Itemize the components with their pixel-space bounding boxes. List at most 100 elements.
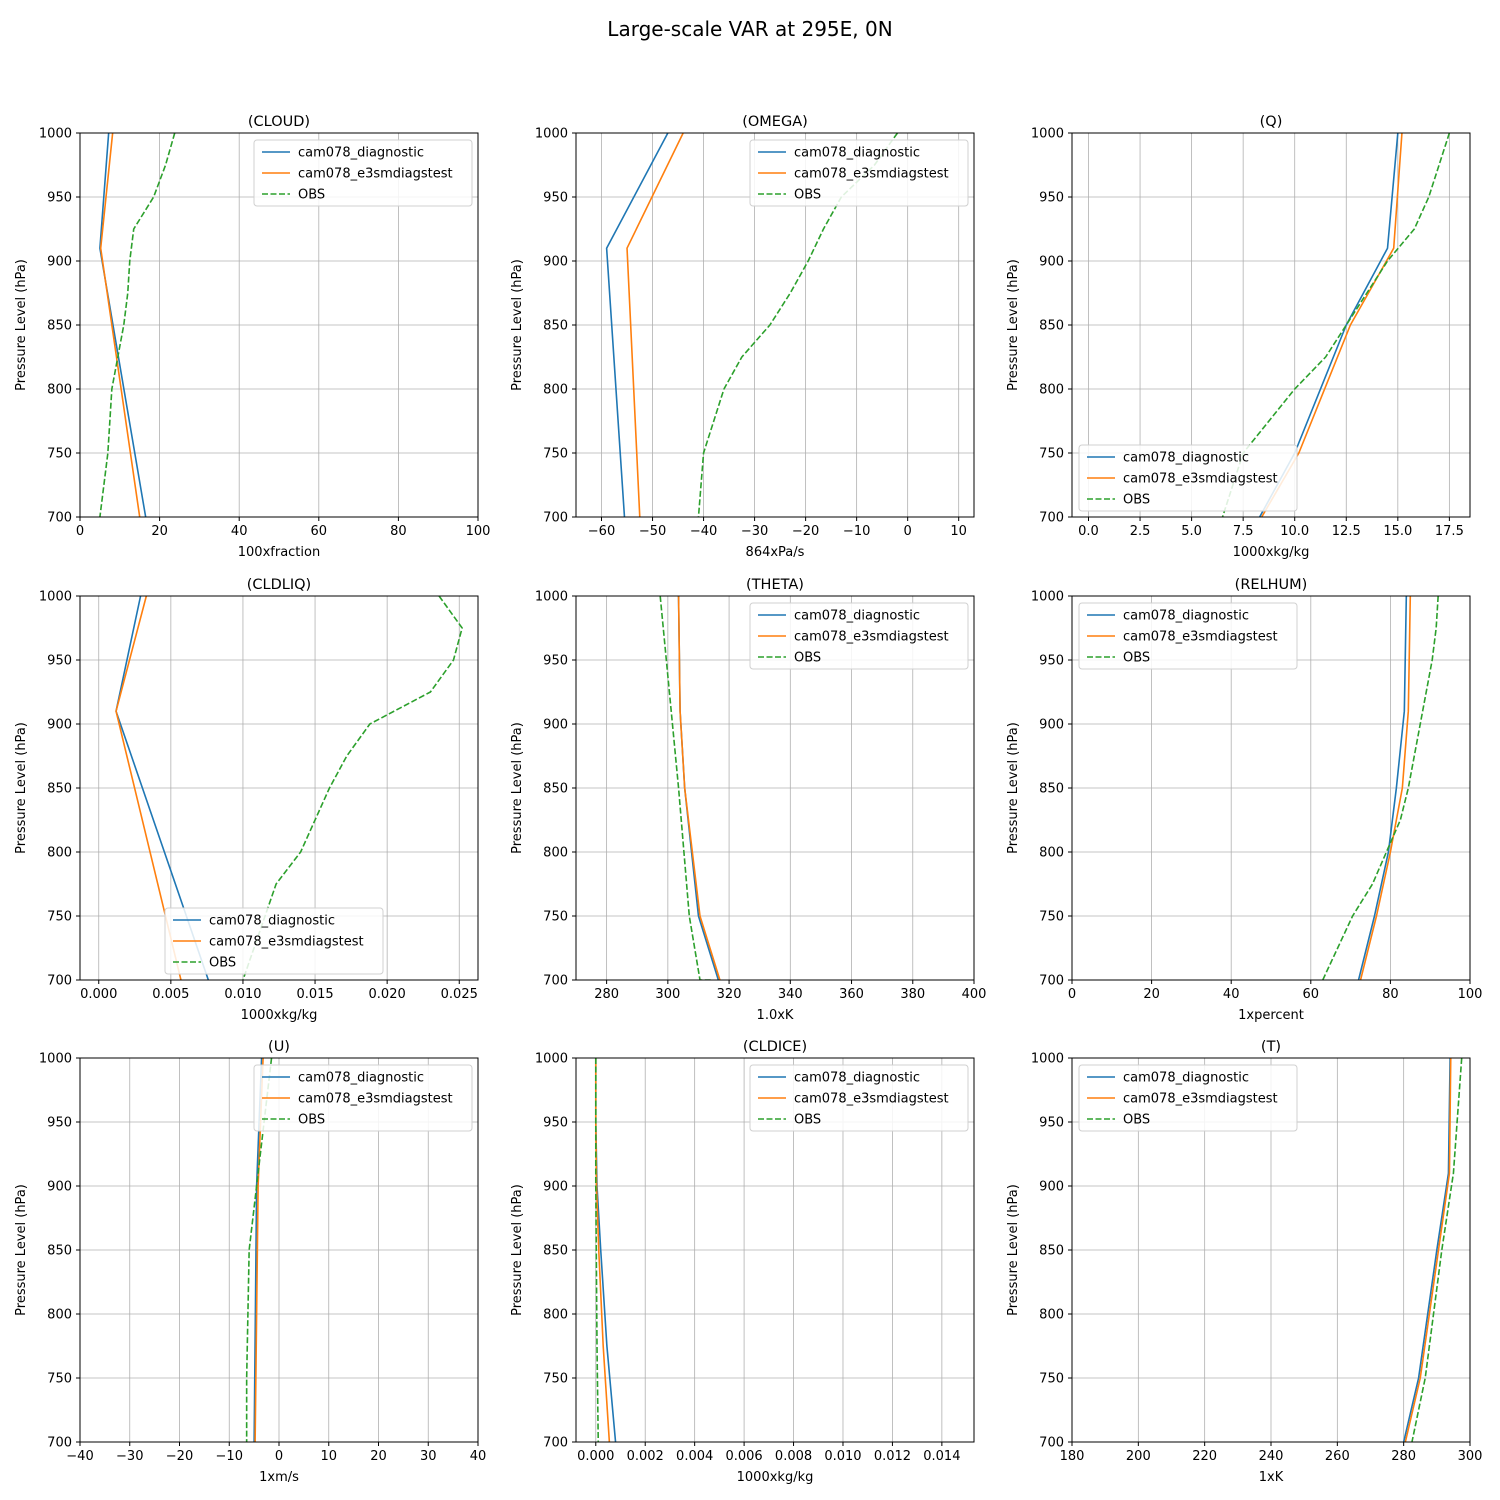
series-line-OBS (1221, 133, 1451, 517)
x-tick-label: 0.005 (152, 987, 189, 1002)
series-line-cam078_diagnostic (1357, 596, 1408, 980)
y-tick-label: 750 (47, 1372, 72, 1387)
x-tick-label: 20 (1143, 987, 1160, 1002)
y-tick-label: 1000 (535, 127, 568, 142)
y-tick-label: 700 (47, 511, 72, 526)
x-tick-label: −40 (690, 524, 717, 539)
y-tick-label: 850 (47, 319, 72, 334)
x-tick-label: 2.5 (1130, 524, 1151, 539)
y-tick-label: 850 (1039, 782, 1064, 797)
y-tick-label: 900 (1039, 718, 1064, 733)
x-tick-label: 40 (231, 524, 248, 539)
x-tick-label: 80 (1382, 987, 1399, 1002)
panel-6: −40 −30 −20 −10 0 10 20 30 40 700 750 800 850 900 950 1… (14, 1039, 486, 1485)
legend-label: cam078_diagnostic (1123, 451, 1249, 466)
y-axis-label: Pressure Level (hPa) (14, 259, 29, 391)
series-line-cam078_e3smdiagstest (626, 133, 684, 517)
panel-2: 0.0 2.5 5.0 7.5 10.0 12.5 15.0 17.5 700 750 800 850… (1006, 114, 1471, 560)
x-tick-label: 30 (420, 1449, 437, 1464)
y-tick-label: 950 (47, 191, 72, 206)
series-group (115, 596, 463, 980)
x-tick-label: 15.0 (1383, 524, 1412, 539)
series-line-OBS (659, 596, 711, 980)
y-tick-label: 700 (1039, 1436, 1064, 1451)
series-line-cam078_e3smdiagstest (1404, 1058, 1452, 1442)
x-axis-label: 864xPa/s (746, 545, 805, 560)
y-tick-label: 850 (543, 782, 568, 797)
y-tick-label: 700 (543, 974, 568, 989)
legend-label: cam078_diagnostic (794, 146, 920, 161)
y-tick-label: 750 (543, 1372, 568, 1387)
panel-5: 0 20 40 60 80 100 700 750 800 850 900 950 1000 (RELHU… (1006, 577, 1482, 1023)
x-tick-label: 0.014 (923, 1449, 960, 1464)
y-tick-label: 900 (543, 718, 568, 733)
legend-label: cam078_e3smdiagstest (794, 1092, 949, 1107)
x-tick-label: 220 (1192, 1449, 1217, 1464)
y-tick-label: 700 (47, 1436, 72, 1451)
x-tick-label: 40 (1223, 987, 1240, 1002)
series-line-OBS (594, 1058, 600, 1442)
legend-label: OBS (1123, 651, 1150, 666)
panels: 0 20 40 60 80 1007007508008509009501000(CLOUD… (14, 114, 1482, 1485)
y-tick-label: 800 (543, 1308, 568, 1323)
legend: cam078_diagnostic cam078_e3smdiagstest OBS (749, 602, 969, 670)
x-tick-label: 200 (1126, 1449, 1151, 1464)
legend-label: OBS (794, 188, 821, 203)
y-tick-label: 1000 (1031, 1052, 1064, 1067)
x-tick-label: 260 (1325, 1449, 1350, 1464)
legend-label: cam078_e3smdiagstest (1123, 472, 1278, 487)
y-tick-label: 750 (1039, 447, 1064, 462)
legend-label: cam078_diagnostic (209, 914, 335, 929)
legend-label: cam078_e3smdiagstest (1123, 1092, 1278, 1107)
legend-label: cam078_e3smdiagstest (298, 1092, 453, 1107)
x-tick-label: 240 (1259, 1449, 1284, 1464)
legend-label: cam078_diagnostic (1123, 1071, 1249, 1086)
y-axis-label: Pressure Level (hPa) (510, 722, 525, 854)
y-axis-label: Pressure Level (hPa) (510, 259, 525, 391)
x-tick-label: 320 (717, 987, 742, 1002)
y-tick-label: 700 (47, 974, 72, 989)
legend: cam078_diagnostic cam078_e3smdiagstest OBS (253, 139, 473, 207)
y-axis-label: Pressure Level (hPa) (14, 1184, 29, 1316)
y-tick-label: 950 (1039, 1116, 1064, 1131)
y-tick-label: 900 (543, 255, 568, 270)
legend-box (749, 139, 969, 207)
y-tick-label: 950 (47, 1116, 72, 1131)
x-tick-label: 0.012 (874, 1449, 911, 1464)
y-tick-label: 1000 (1031, 127, 1064, 142)
legend-label: cam078_diagnostic (1123, 609, 1249, 624)
series-group (1322, 596, 1439, 980)
legend-box (164, 907, 384, 975)
x-axis-label: 1000xkg/kg (1233, 545, 1310, 560)
x-tick-label: −50 (639, 524, 666, 539)
y-tick-label: 1000 (39, 590, 72, 605)
x-tick-label: 0.025 (441, 987, 478, 1002)
y-tick-label: 950 (543, 1116, 568, 1131)
y-tick-label: 900 (1039, 1180, 1064, 1195)
legend-label: cam078_diagnostic (298, 146, 424, 161)
series-group (1402, 1058, 1463, 1442)
x-axis-label: 1000xkg/kg (241, 1008, 318, 1023)
legend-label: OBS (298, 1113, 325, 1128)
x-tick-label: 0.015 (296, 987, 333, 1002)
x-tick-label: 20 (151, 524, 168, 539)
y-tick-label: 850 (543, 319, 568, 334)
series-line-cam078_e3smdiagstest (99, 133, 141, 517)
y-tick-label: 1000 (39, 127, 72, 142)
x-tick-label: 10 (950, 524, 967, 539)
legend-label: cam078_e3smdiagstest (298, 167, 453, 182)
x-tick-label: 0.010 (824, 1449, 861, 1464)
y-tick-label: 950 (543, 654, 568, 669)
x-tick-label: 10 (320, 1449, 337, 1464)
legend-box (1078, 444, 1298, 512)
panel-title: (T) (1261, 1039, 1281, 1055)
legend: cam078_diagnostic cam078_e3smdiagstest OBS (1078, 602, 1298, 670)
legend-label: OBS (794, 651, 821, 666)
legend-label: cam078_e3smdiagstest (209, 935, 364, 950)
series-group (594, 1058, 617, 1442)
x-axis-label: 1000xkg/kg (737, 1470, 814, 1485)
legend-label: cam078_e3smdiagstest (1123, 630, 1278, 645)
legend-label: OBS (209, 956, 236, 971)
series-line-cam078_e3smdiagstest (115, 596, 182, 980)
